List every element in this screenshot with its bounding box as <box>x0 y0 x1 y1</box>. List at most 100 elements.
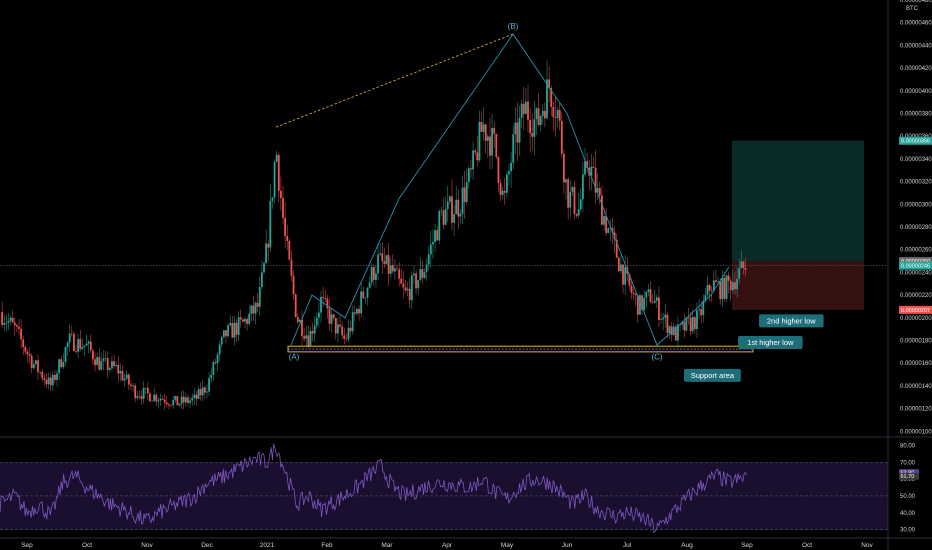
candle[interactable] <box>104 357 107 359</box>
candle[interactable] <box>85 343 88 346</box>
candle[interactable] <box>736 278 738 290</box>
candle[interactable] <box>222 330 225 338</box>
candle[interactable] <box>573 186 576 214</box>
candle[interactable] <box>322 296 325 298</box>
candle[interactable] <box>220 337 223 345</box>
candle[interactable] <box>100 360 103 370</box>
candle[interactable] <box>533 119 536 137</box>
candle[interactable] <box>244 318 246 322</box>
candle[interactable] <box>337 324 339 334</box>
candle[interactable] <box>165 402 168 405</box>
candle[interactable] <box>459 213 462 217</box>
candle[interactable] <box>662 317 665 320</box>
candle[interactable] <box>647 289 650 292</box>
candle[interactable] <box>560 120 563 154</box>
candle[interactable] <box>463 187 466 202</box>
candle[interactable] <box>548 79 551 88</box>
candle[interactable] <box>518 117 521 143</box>
position-profit-zone[interactable] <box>732 140 864 262</box>
candle[interactable] <box>727 275 730 281</box>
candle[interactable] <box>586 161 589 168</box>
candle[interactable] <box>364 297 367 299</box>
candle[interactable] <box>13 322 16 326</box>
candle[interactable] <box>660 319 662 320</box>
candle[interactable] <box>708 285 711 291</box>
candle[interactable] <box>563 153 565 183</box>
candle[interactable] <box>92 350 94 360</box>
candle[interactable] <box>250 305 253 314</box>
candle[interactable] <box>5 322 8 324</box>
candle[interactable] <box>531 133 534 137</box>
candle[interactable] <box>265 243 268 264</box>
candle[interactable] <box>482 124 485 132</box>
candle[interactable] <box>609 228 612 229</box>
candle[interactable] <box>520 103 523 118</box>
candle[interactable] <box>134 385 137 399</box>
candle[interactable] <box>303 336 306 339</box>
candle[interactable] <box>282 197 284 218</box>
candle[interactable] <box>582 174 584 200</box>
candle[interactable] <box>227 325 229 337</box>
candle[interactable] <box>611 228 614 233</box>
candle[interactable] <box>691 317 694 332</box>
candle[interactable] <box>396 268 398 270</box>
candle[interactable] <box>15 325 18 327</box>
candle[interactable] <box>260 272 263 288</box>
candle[interactable] <box>356 308 358 314</box>
candle[interactable] <box>172 399 175 406</box>
candle[interactable] <box>35 360 37 365</box>
candle[interactable] <box>415 273 417 289</box>
candle[interactable] <box>151 400 153 402</box>
candle[interactable] <box>117 365 120 374</box>
candle[interactable] <box>94 359 96 366</box>
candle[interactable] <box>252 305 255 314</box>
candle[interactable] <box>634 294 637 296</box>
candle[interactable] <box>127 374 130 385</box>
candle[interactable] <box>263 263 265 273</box>
candle[interactable] <box>366 287 369 298</box>
candle[interactable] <box>683 322 686 331</box>
candle[interactable] <box>419 269 422 281</box>
candle[interactable] <box>155 394 158 402</box>
candle[interactable] <box>111 361 113 369</box>
candle[interactable] <box>102 358 105 361</box>
candle[interactable] <box>201 387 204 396</box>
candle[interactable] <box>358 308 360 314</box>
candle[interactable] <box>723 277 726 299</box>
candle[interactable] <box>81 347 84 349</box>
candle[interactable] <box>508 171 510 175</box>
candle[interactable] <box>199 389 202 396</box>
candle[interactable] <box>180 396 183 404</box>
candle[interactable] <box>666 314 669 333</box>
candle[interactable] <box>687 317 690 318</box>
candle[interactable] <box>575 213 578 216</box>
candle[interactable] <box>41 371 44 379</box>
candle[interactable] <box>381 253 384 262</box>
candle[interactable] <box>18 326 20 329</box>
candle[interactable] <box>632 292 635 295</box>
candle[interactable] <box>233 322 236 338</box>
candle[interactable] <box>184 397 187 403</box>
candle[interactable] <box>446 201 449 210</box>
candle[interactable] <box>258 287 261 307</box>
candle[interactable] <box>594 168 597 193</box>
candle[interactable] <box>529 120 532 134</box>
candles[interactable] <box>1 60 747 410</box>
candle[interactable] <box>241 319 244 322</box>
candle[interactable] <box>161 398 164 400</box>
candle[interactable] <box>178 403 181 406</box>
candle[interactable] <box>630 285 633 293</box>
candle[interactable] <box>527 101 529 121</box>
candle[interactable] <box>546 79 548 119</box>
candle[interactable] <box>301 319 303 337</box>
candle[interactable] <box>651 302 654 303</box>
candle[interactable] <box>87 341 90 344</box>
candle[interactable] <box>203 387 206 393</box>
candle[interactable] <box>421 269 424 278</box>
candle[interactable] <box>170 405 172 406</box>
candle[interactable] <box>584 161 586 175</box>
candle[interactable] <box>225 330 227 337</box>
candle[interactable] <box>174 396 177 400</box>
candle[interactable] <box>320 296 322 313</box>
